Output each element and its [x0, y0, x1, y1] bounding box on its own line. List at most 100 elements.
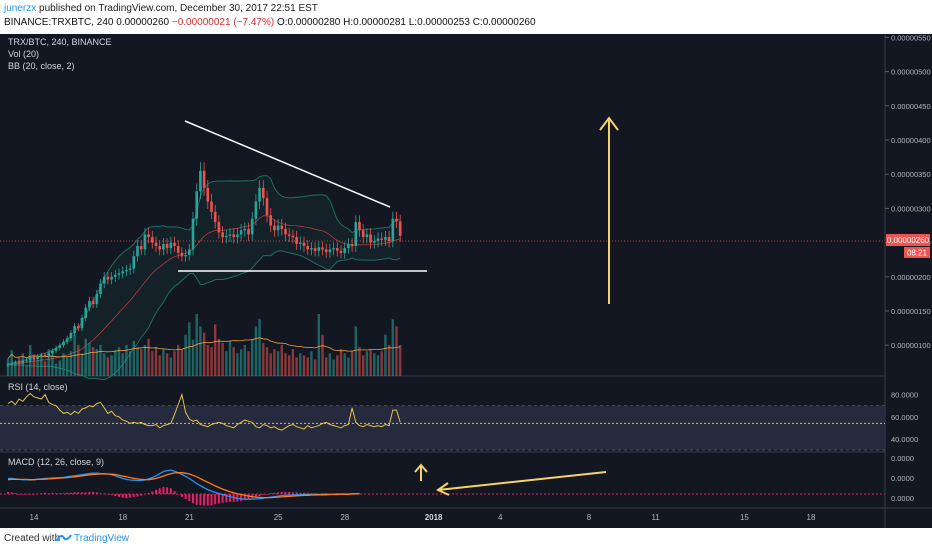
candle: [158, 240, 161, 256]
volume-bar: [47, 349, 50, 376]
macd-hist-bar: [129, 494, 132, 498]
macd-hist-bar: [62, 493, 65, 494]
candle: [110, 272, 113, 285]
macd-hist-bar: [132, 494, 135, 497]
macd-hist-bar: [210, 494, 213, 506]
volume-bar: [40, 357, 43, 376]
countdown-text: 08:21: [907, 249, 928, 258]
current-price-text: 0.00000260: [887, 236, 930, 245]
volume-bar: [284, 353, 287, 376]
macd-hist-bar: [310, 493, 313, 494]
legend-bb[interactable]: BB (20, close, 2): [8, 61, 75, 71]
arrow-up-macd: [414, 463, 428, 481]
volume-bar: [106, 357, 110, 376]
candle: [202, 162, 206, 196]
macd-hist-bar: [151, 491, 154, 494]
legend-rsi[interactable]: RSI (14, close): [8, 382, 68, 392]
macd-hist-bar: [103, 493, 106, 495]
candle: [332, 242, 335, 256]
volume-bar: [132, 340, 135, 376]
candle: [221, 226, 224, 244]
macd-hist-bar: [77, 492, 80, 494]
volume-bar: [114, 350, 117, 376]
candle: [339, 245, 343, 259]
legend-main: TRX/BTC, 240, BINANCE Vol (20) BB (20, c…: [8, 37, 112, 71]
volume-bar: [169, 357, 172, 376]
time-axis[interactable]: 14 18 21 25 28 2018 4 8 11 15 18: [30, 513, 816, 522]
volume-bar: [184, 334, 187, 376]
candle: [136, 240, 139, 262]
volume-bar: [95, 349, 98, 376]
candle: [228, 228, 232, 242]
volume-bar: [321, 334, 324, 376]
volume-bar: [247, 351, 250, 376]
candle: [188, 243, 191, 261]
chart-area[interactable]: 0.00000550 0.00000500 0.00000450 0.00000400…: [0, 33, 932, 528]
macd-hist-bar: [88, 491, 91, 494]
macd-hist-bar: [221, 494, 224, 503]
macd-hist-bar: [169, 488, 172, 494]
volume-bar: [151, 351, 154, 376]
macd-hist-bar: [180, 494, 183, 497]
macd-hist-bar: [266, 494, 268, 495]
macd-hist-bar: [325, 493, 328, 494]
macd-hist-bar: [199, 494, 202, 506]
candle: [195, 183, 198, 226]
candle: [114, 269, 117, 282]
candle: [139, 240, 143, 256]
macd-hist-bar: [110, 494, 113, 495]
volume-bar: [188, 322, 191, 376]
candle: [243, 222, 247, 237]
candle: [184, 249, 187, 262]
volume-bar: [103, 353, 106, 376]
candle: [350, 238, 354, 252]
volume-bar: [302, 355, 306, 376]
macd-hist-bar: [118, 494, 120, 497]
macd-hist-bar: [40, 493, 43, 494]
candle: [102, 272, 106, 289]
volume-bar: [210, 347, 213, 376]
volume-bar: [313, 359, 317, 376]
candle: [232, 228, 235, 244]
candle: [358, 215, 361, 237]
volume-bar: [58, 360, 61, 376]
volume-bar: [62, 353, 65, 376]
legend-symbol[interactable]: TRX/BTC, 240, BINANCE: [8, 37, 112, 47]
volume-bar: [291, 349, 295, 376]
candle: [151, 231, 154, 249]
time-tick-label: 8: [587, 513, 592, 522]
volume-bar: [177, 345, 180, 376]
tradingview-brand[interactable]: TradingView: [74, 533, 130, 544]
volume-bar: [84, 338, 87, 376]
candle: [162, 238, 165, 256]
author-link[interactable]: junerzx: [4, 3, 37, 14]
volume-bar: [273, 349, 276, 376]
created-with-text: Created with: [4, 533, 61, 544]
tradingview-logo-icon: [56, 534, 72, 542]
time-tick-label: 14: [30, 513, 39, 522]
volume-bar: [236, 353, 239, 376]
macd-hist-bar: [203, 494, 206, 506]
candle: [247, 222, 250, 241]
macd-hist-bar: [84, 492, 87, 494]
legend-vol[interactable]: Vol (20): [8, 49, 39, 59]
volume-bar: [195, 314, 198, 376]
candle: [206, 180, 210, 209]
macd-hist-bar: [44, 492, 46, 494]
macd-hist-bar: [36, 493, 39, 495]
descending-trendline: [184, 120, 391, 208]
volume-bar: [217, 338, 221, 376]
macd-hist-bar: [240, 494, 243, 502]
macd-hist-bar: [125, 494, 128, 499]
macd-hist-bar: [288, 491, 291, 494]
legend-macd[interactable]: MACD (12, 26, close, 9): [8, 457, 104, 467]
macd-hist-bar: [51, 492, 54, 494]
macd-hist-bar: [280, 491, 283, 494]
volume-bar: [25, 365, 28, 376]
candle: [354, 215, 358, 252]
current-price-label: 0.00000260 08:21: [886, 234, 930, 258]
candle: [213, 204, 217, 229]
macd-hist-bar: [192, 494, 194, 504]
candle: [284, 222, 287, 241]
macd-hist-bar: [92, 491, 95, 494]
